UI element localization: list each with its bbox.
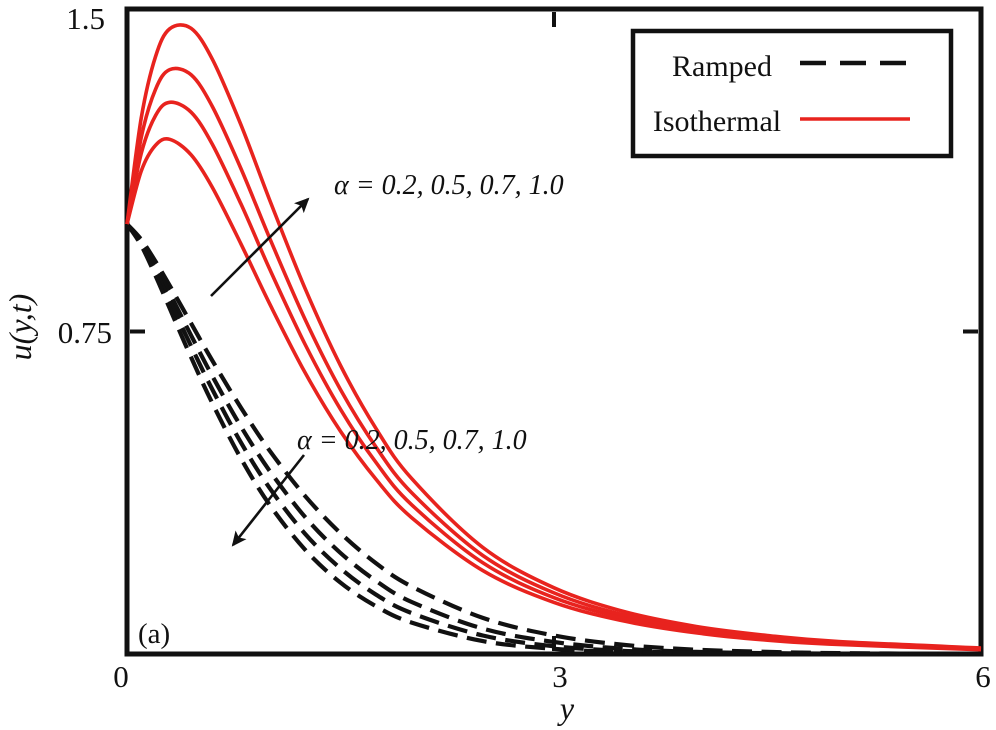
isothermal-annotation-arrow xyxy=(210,197,310,297)
curve-isothermal-alpha-0.2 xyxy=(125,137,982,652)
curves-group xyxy=(125,23,982,657)
x-tick-label-3: 3 xyxy=(552,659,568,694)
ramped-annotation-arrow xyxy=(231,454,306,547)
panel-label: (a) xyxy=(138,618,170,650)
ramped-annotation-text: α = 0.2, 0.5, 0.7, 1.0 xyxy=(297,425,527,456)
x-tick-label-6: 6 xyxy=(975,659,991,694)
legend-box xyxy=(630,28,954,159)
y-axis-title: u(y,t) xyxy=(2,294,38,361)
legend: Ramped Isothermal xyxy=(630,28,954,159)
isothermal-annotation-text: α = 0.2, 0.5, 0.7, 1.0 xyxy=(334,170,564,201)
curve-ramped-alpha-0.2 xyxy=(125,222,982,657)
legend-label-ramped: Ramped xyxy=(672,50,772,83)
x-axis-title: y xyxy=(557,690,575,726)
curve-isothermal-alpha-0.7 xyxy=(125,66,982,651)
curve-ramped-alpha-0.7 xyxy=(125,222,982,657)
legend-label-isothermal: Isothermal xyxy=(653,105,781,138)
curve-ramped-alpha-1 xyxy=(125,222,982,657)
y-tick-label-1.5: 1.5 xyxy=(66,1,105,36)
y-tick-label-0.75: 0.75 xyxy=(58,315,112,350)
curve-isothermal-alpha-1 xyxy=(125,23,982,650)
x-tick-label-0: 0 xyxy=(113,659,129,694)
